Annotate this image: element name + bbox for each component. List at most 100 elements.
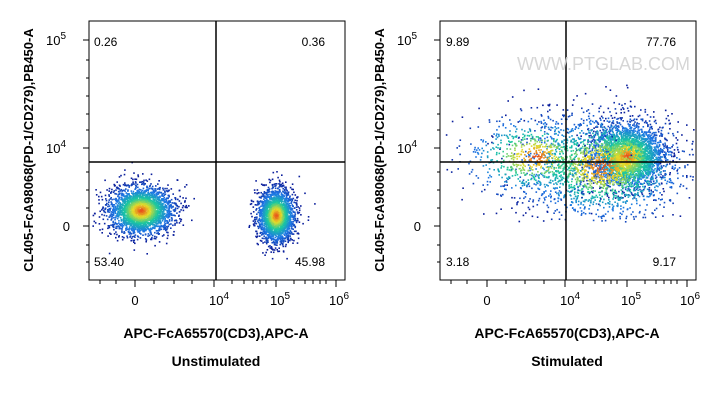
event-dot: [161, 225, 163, 227]
event-dot: [257, 226, 259, 228]
event-dot: [176, 205, 178, 207]
event-dot: [114, 219, 116, 221]
event-dot: [274, 190, 276, 192]
event-dot: [146, 239, 148, 241]
event-dot: [288, 191, 290, 193]
event-dot: [151, 220, 153, 222]
event-dot: [267, 201, 269, 203]
y-axis-label: CL405-FcA98068(PD-1/CD279),PB450-A: [21, 28, 36, 272]
event-dot: [288, 216, 290, 218]
event-dot: [154, 238, 156, 240]
event-dot: [153, 190, 155, 192]
event-dot: [179, 218, 181, 220]
event-dot: [268, 231, 270, 233]
event-dot: [107, 235, 109, 237]
event-dot: [297, 218, 299, 220]
event-dot: [127, 196, 129, 198]
event-dot: [114, 209, 116, 211]
event-dot: [135, 211, 137, 213]
event-dot: [279, 180, 281, 182]
event-dot: [131, 190, 133, 192]
event-dot: [271, 218, 273, 220]
event-dot: [106, 189, 108, 191]
event-dot: [132, 183, 134, 185]
event-dot: [269, 216, 271, 218]
event-dot: [254, 192, 256, 194]
event-dot: [256, 233, 258, 235]
event-dot: [281, 200, 283, 202]
event-dot: [286, 197, 288, 199]
event-dot: [281, 219, 283, 221]
event-dot: [174, 202, 176, 204]
event-dot: [115, 189, 117, 191]
event-dot: [95, 189, 97, 191]
event-dot: [271, 188, 273, 190]
event-dot: [166, 229, 168, 231]
event-dot: [143, 184, 145, 186]
event-dot: [258, 222, 260, 224]
event-dot: [278, 208, 280, 210]
event-dot: [124, 221, 126, 223]
event-dot: [164, 219, 166, 221]
event-dot: [266, 192, 268, 194]
event-dot: [133, 191, 135, 193]
event-dot: [138, 217, 140, 219]
event-dot: [286, 192, 288, 194]
event-dot: [119, 190, 121, 192]
event-dot: [136, 204, 138, 206]
event-dot: [139, 189, 141, 191]
event-dot: [135, 192, 137, 194]
event-dot: [258, 192, 260, 194]
event-dot: [269, 182, 271, 184]
event-dot: [162, 216, 164, 218]
event-dot: [270, 234, 272, 236]
event-dot: [278, 205, 280, 207]
event-dot: [292, 205, 294, 207]
event-dot: [145, 228, 147, 230]
event-dot: [111, 199, 113, 201]
event-dot: [145, 214, 147, 216]
event-dot: [268, 187, 270, 189]
event-dot: [174, 215, 176, 217]
event-dot: [113, 227, 115, 229]
event-dot: [169, 219, 171, 221]
event-dot: [274, 214, 276, 216]
event-dot: [143, 180, 145, 182]
event-dot: [161, 194, 163, 196]
event-dot: [271, 239, 273, 241]
event-dot: [169, 224, 171, 226]
event-dot: [267, 211, 269, 213]
event-dot: [264, 227, 266, 229]
event-dot: [266, 243, 268, 245]
event-dot: [130, 235, 132, 237]
event-dot: [115, 198, 117, 200]
event-dot: [255, 180, 257, 182]
event-dot: [124, 214, 126, 216]
event-dot: [145, 191, 147, 193]
event-dot: [270, 180, 272, 182]
event-dot: [292, 194, 294, 196]
event-dot: [101, 214, 103, 216]
event-dot: [262, 252, 264, 254]
event-dot: [130, 201, 132, 203]
event-dot: [291, 228, 293, 230]
event-dot: [131, 207, 133, 209]
event-dot: [122, 212, 124, 214]
event-dot: [110, 208, 112, 210]
event-dot: [266, 195, 268, 197]
event-dot: [261, 209, 263, 211]
event-dot: [131, 199, 133, 201]
x-tick-label-1e6: 106: [329, 291, 349, 308]
event-dot: [152, 207, 154, 209]
event-dot: [287, 194, 289, 196]
event-dot: [148, 204, 150, 206]
event-dot: [126, 228, 128, 230]
event-dot: [157, 192, 159, 194]
event-dot: [165, 206, 167, 208]
event-dot: [258, 212, 260, 214]
event-dot: [273, 172, 275, 174]
event-dot: [265, 222, 267, 224]
event-dot: [117, 218, 119, 220]
event-dot: [152, 235, 154, 237]
event-dot: [134, 220, 136, 222]
